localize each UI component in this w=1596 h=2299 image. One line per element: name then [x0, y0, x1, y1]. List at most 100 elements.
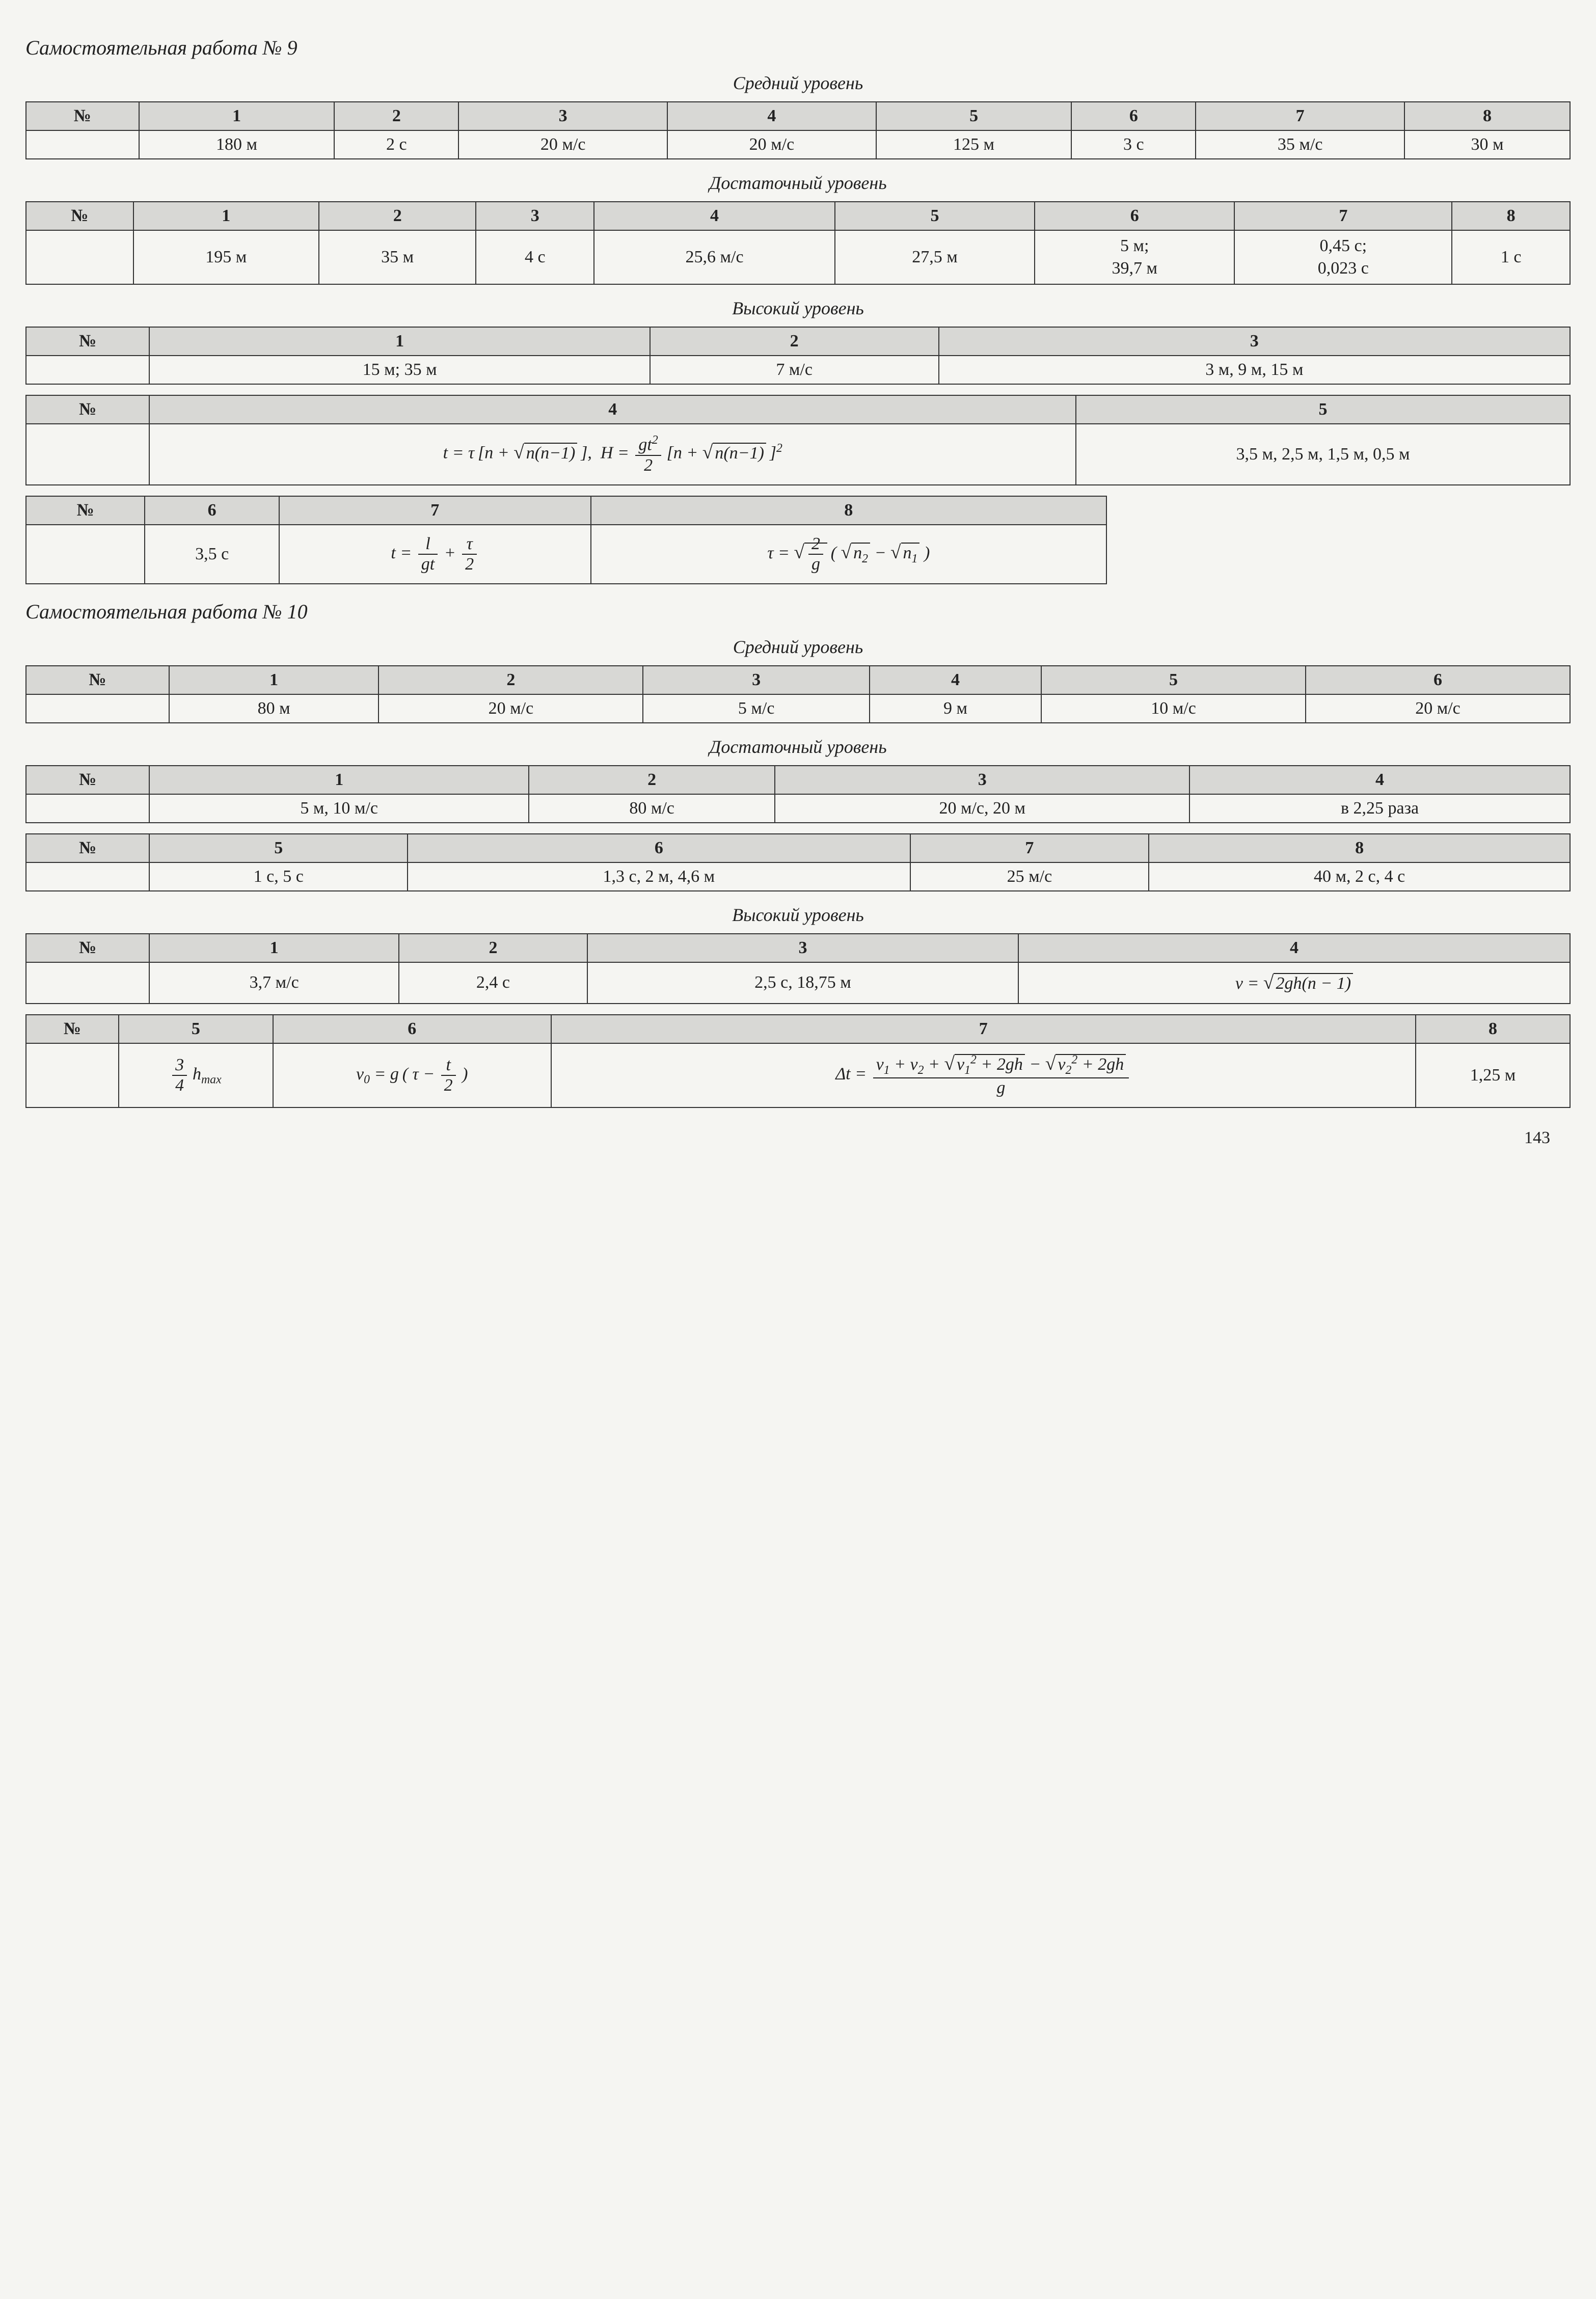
table-header-row: № 1 2 3	[26, 327, 1570, 356]
work10-medium-table: № 1 2 3 4 5 6 80 м 20 м/с 5 м/с 9 м 10 м…	[25, 665, 1571, 723]
table-header-row: № 1 2 3 4	[26, 934, 1570, 962]
work10-high-title: Высокий уровень	[25, 904, 1571, 926]
work10-title: Самостоятельная работа № 10	[25, 600, 1571, 624]
cell: 7 м/с	[650, 356, 939, 384]
cell	[26, 230, 133, 284]
cell: 20 м/с	[667, 130, 876, 159]
col-8: 8	[1416, 1015, 1570, 1043]
col-4: 4	[1018, 934, 1570, 962]
cell: 20 м/с, 20 м	[775, 794, 1189, 823]
cell	[26, 130, 139, 159]
col-4: 4	[870, 666, 1041, 694]
cell: 4 с	[476, 230, 594, 284]
cell: 25,6 м/с	[594, 230, 835, 284]
cell: в 2,25 раза	[1189, 794, 1570, 823]
cell: 1 с	[1452, 230, 1570, 284]
col-3: 3	[458, 102, 667, 130]
cell	[26, 424, 149, 484]
cell	[26, 525, 145, 584]
col-2: 2	[650, 327, 939, 356]
cell	[26, 862, 149, 891]
cell: 15 м; 35 м	[149, 356, 650, 384]
col-5: 5	[119, 1015, 273, 1043]
col-8: 8	[591, 496, 1107, 525]
cell	[26, 962, 149, 1004]
col-3: 3	[476, 202, 594, 230]
col-3: 3	[939, 327, 1570, 356]
col-1: 1	[169, 666, 379, 694]
cell: 125 м	[876, 130, 1072, 159]
table-row: 3,7 м/с 2,4 с 2,5 с, 18,75 м v = 2gh(n −…	[26, 962, 1570, 1004]
col-8: 8	[1404, 102, 1570, 130]
work10-sufficient-table2: № 5 6 7 8 1 с, 5 с 1,3 с, 2 м, 4,6 м 25 …	[25, 833, 1571, 891]
work9-medium-table: № 1 2 3 4 5 6 7 8 180 м 2 с 20 м/с 20 м/…	[25, 101, 1571, 159]
col-6: 6	[273, 1015, 551, 1043]
col-8: 8	[1149, 834, 1570, 862]
col-6: 6	[145, 496, 279, 525]
work10-sufficient-title: Достаточный уровень	[25, 736, 1571, 758]
table-row: 1 с, 5 с 1,3 с, 2 м, 4,6 м 25 м/с 40 м, …	[26, 862, 1570, 891]
table-row: 195 м 35 м 4 с 25,6 м/с 27,5 м 5 м;39,7 …	[26, 230, 1570, 284]
cell: 2,5 с, 18,75 м	[587, 962, 1018, 1004]
col-num: №	[26, 102, 139, 130]
cell: 9 м	[870, 694, 1041, 723]
cell: 10 м/с	[1041, 694, 1306, 723]
cell-formula-6: v0 = g ( τ − t2 )	[273, 1043, 551, 1107]
col-num: №	[26, 395, 149, 424]
cell	[26, 694, 169, 723]
work10-sufficient-table1: № 1 2 3 4 5 м, 10 м/с 80 м/с 20 м/с, 20 …	[25, 765, 1571, 823]
col-num: №	[26, 1015, 119, 1043]
col-1: 1	[149, 327, 650, 356]
col-num: №	[26, 934, 149, 962]
col-5: 5	[149, 834, 408, 862]
cell	[26, 794, 149, 823]
col-4: 4	[594, 202, 835, 230]
cell: 20 м/с	[378, 694, 643, 723]
col-6: 6	[408, 834, 910, 862]
cell: 3,5 с	[145, 525, 279, 584]
cell: 30 м	[1404, 130, 1570, 159]
table-header-row: № 1 2 3 4 5 6 7 8	[26, 102, 1570, 130]
work10-high-table2: № 5 6 7 8 34 hmax v0 = g ( τ − t2 ) Δt =…	[25, 1014, 1571, 1108]
col-7: 7	[279, 496, 590, 525]
col-7: 7	[551, 1015, 1416, 1043]
col-7: 7	[1234, 202, 1452, 230]
col-5: 5	[1041, 666, 1306, 694]
cell-formula-7: Δt = v1 + v2 + v12 + 2gh − v22 + 2ghg	[551, 1043, 1416, 1107]
col-6: 6	[1071, 102, 1196, 130]
cell: 1,3 с, 2 м, 4,6 м	[408, 862, 910, 891]
col-num: №	[26, 834, 149, 862]
col-2: 2	[319, 202, 476, 230]
table-header-row: № 1 2 3 4	[26, 766, 1570, 794]
col-num: №	[26, 496, 145, 525]
cell: 35 м	[319, 230, 476, 284]
cell-formula-8: τ = 2g ( n2 − n1 )	[591, 525, 1107, 584]
cell: 80 м	[169, 694, 379, 723]
table-row: t = τ [n + n(n−1) ], H = gt22 [n + n(n−1…	[26, 424, 1570, 484]
col-5: 5	[876, 102, 1072, 130]
work9-high-table3: № 6 7 8 3,5 с t = lgt + τ2 τ = 2g ( n2 −…	[25, 496, 1107, 584]
col-num: №	[26, 766, 149, 794]
table-row: 5 м, 10 м/с 80 м/с 20 м/с, 20 м в 2,25 р…	[26, 794, 1570, 823]
cell	[26, 356, 149, 384]
table-header-row: № 5 6 7 8	[26, 1015, 1570, 1043]
cell: 25 м/с	[910, 862, 1149, 891]
cell-formula-5: 34 hmax	[119, 1043, 273, 1107]
col-1: 1	[149, 766, 528, 794]
col-2: 2	[378, 666, 643, 694]
table-header-row: № 1 2 3 4 5 6	[26, 666, 1570, 694]
work9-medium-title: Средний уровень	[25, 72, 1571, 94]
col-2: 2	[529, 766, 775, 794]
cell: 3,5 м, 2,5 м, 1,5 м, 0,5 м	[1076, 424, 1570, 484]
table-header-row: № 4 5	[26, 395, 1570, 424]
table-row: 15 м; 35 м 7 м/с 3 м, 9 м, 15 м	[26, 356, 1570, 384]
cell: 195 м	[133, 230, 319, 284]
col-7: 7	[1196, 102, 1404, 130]
col-6: 6	[1035, 202, 1234, 230]
cell: 80 м/с	[529, 794, 775, 823]
cell: 20 м/с	[1306, 694, 1570, 723]
col-5: 5	[1076, 395, 1570, 424]
cell: 5 м;39,7 м	[1035, 230, 1234, 284]
col-num: №	[26, 202, 133, 230]
cell: 35 м/с	[1196, 130, 1404, 159]
